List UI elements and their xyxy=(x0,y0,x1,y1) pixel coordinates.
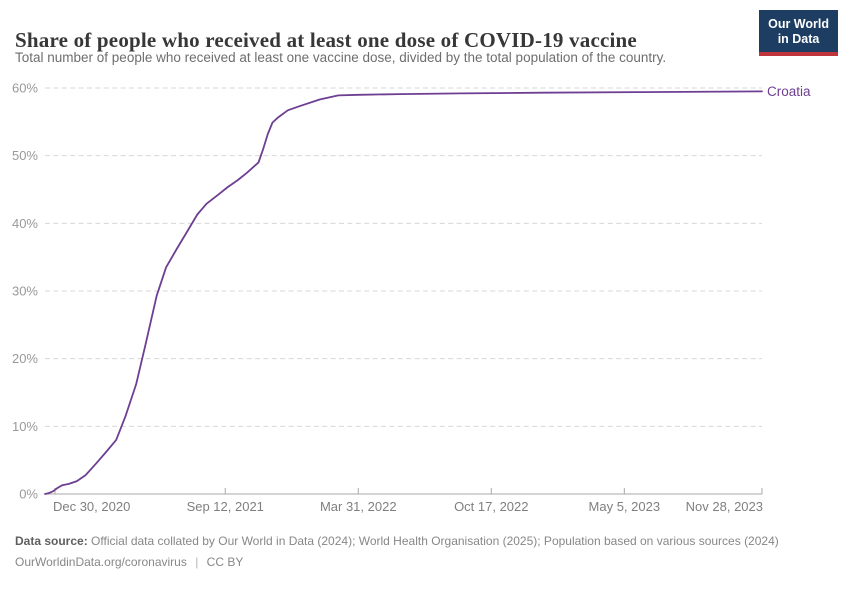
chart-canvas: 0% 10% 20% 30% 40% 50% 60% Dec 30, 2020 Sep 12, … xyxy=(12,81,811,515)
x-axis-label: May 5, 2023 xyxy=(589,499,661,514)
x-axis-label: Mar 31, 2022 xyxy=(320,499,397,514)
x-axis-label: Dec 30, 2020 xyxy=(53,499,130,514)
chart-title: Share of people who received at least on… xyxy=(15,28,637,53)
y-axis-label-20: 20% xyxy=(12,351,38,366)
data-source-line: Data source: Official data collated by O… xyxy=(15,533,795,550)
series-label-croatia: Croatia xyxy=(767,84,811,99)
footer-license-link[interactable]: CC BY xyxy=(206,555,244,570)
owid-logo-line1: Our World xyxy=(768,17,829,31)
owid-logo[interactable]: Our World in Data xyxy=(759,10,838,56)
y-axis-label-0: 0% xyxy=(19,487,38,502)
data-source-label: Data source: xyxy=(15,534,88,548)
footer-link-line: OurWorldinData.org/coronavirus | CC BY xyxy=(15,554,795,571)
footer: Data source: Official data collated by O… xyxy=(15,533,795,571)
y-axis-label-50: 50% xyxy=(12,148,38,163)
x-axis-label: Nov 28, 2023 xyxy=(686,499,763,514)
footer-url-link[interactable]: OurWorldinData.org/coronavirus xyxy=(15,555,187,570)
x-axis-label: Oct 17, 2022 xyxy=(454,499,528,514)
y-axis-label-30: 30% xyxy=(12,284,38,299)
data-source-text: Official data collated by Our World in D… xyxy=(91,534,779,548)
x-axis-label: Sep 12, 2021 xyxy=(187,499,264,514)
footer-separator: | xyxy=(195,555,199,570)
y-axis-label-60: 60% xyxy=(12,81,38,96)
y-axis-label-40: 40% xyxy=(12,216,38,231)
owid-logo-line2: in Data xyxy=(777,31,820,46)
series-line-croatia xyxy=(44,90,763,495)
chart-subtitle: Total number of people who received at l… xyxy=(15,50,667,65)
y-axis-label-10: 10% xyxy=(12,419,38,434)
